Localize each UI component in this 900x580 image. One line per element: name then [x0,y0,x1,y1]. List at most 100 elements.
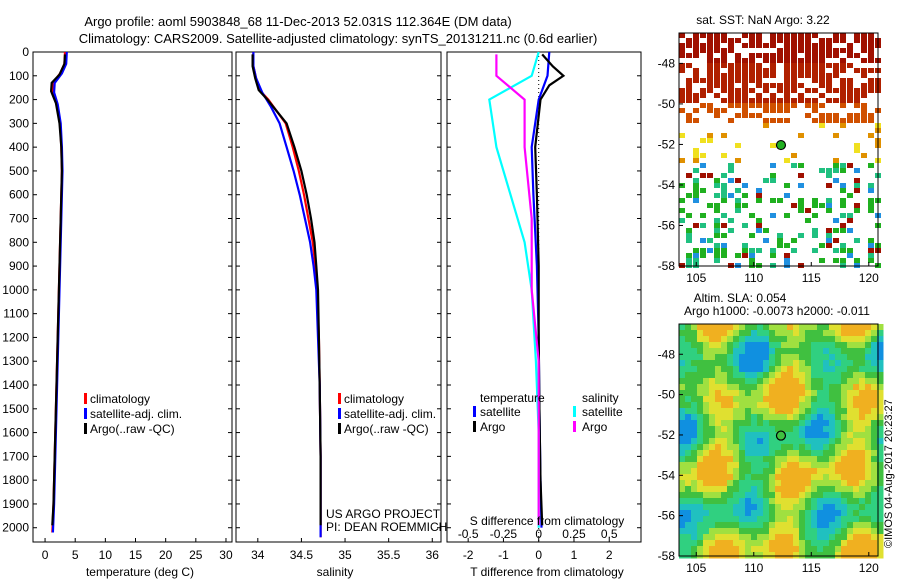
sst-cell [756,188,762,193]
sla-cell [835,456,842,463]
sst-cell [840,168,846,173]
x-tick-label: 34.5 [290,548,314,562]
sla-cell [817,456,824,463]
sst-cell [735,158,741,163]
sst-cell [679,98,685,103]
sla-cell [745,510,752,517]
sla-cell [805,366,812,373]
sla-cell [799,528,806,535]
sla-cell [721,510,728,517]
sst-cell [763,178,769,183]
sla-cell [733,396,740,403]
sla-cell [769,354,776,361]
sla-cell [691,396,698,403]
sst-cell [854,168,860,173]
sst-cell [763,68,769,73]
sla-cell [865,378,872,385]
sla-cell [805,360,812,367]
sla-cell [787,354,794,361]
sst-cell [812,33,818,38]
sst-cell [791,43,797,48]
sla-cell [757,522,764,529]
sla-cell [853,510,860,517]
sla-cell [679,324,686,331]
sla-cell [709,324,716,331]
sst-cell [840,83,846,88]
sst-cell [756,113,762,118]
sst-cell [770,38,776,43]
sla-cell [733,324,740,331]
lon-tick-label: 105 [686,561,706,575]
sla-cell [877,378,884,385]
sst-cell [728,78,734,83]
sla-cell [799,540,806,547]
sla-cell [847,546,854,553]
sst-cell [861,83,867,88]
sla-cell [811,492,818,499]
sla-cell [685,498,692,505]
sla-cell [877,354,884,361]
sst-cell [854,203,860,208]
sla-cell [733,336,740,343]
sst-cell [847,193,853,198]
sla-cell [691,474,698,481]
sla-cell [781,486,788,493]
sla-cell [715,528,722,535]
sla-cell [835,396,842,403]
sla-cell [787,492,794,499]
sla-cell [811,486,818,493]
sla-cell [871,330,878,337]
sst-cell [707,68,713,73]
sla-cell [685,510,692,517]
sla-cell [679,468,686,475]
sla-cell [847,516,854,523]
sla-cell [823,444,830,451]
sla-cell [811,390,818,397]
sla-cell [865,474,872,481]
sla-cell [799,534,806,541]
sla-cell [823,420,830,427]
sla-cell [769,540,776,547]
sst-cell [686,258,692,263]
sla-cell [847,462,854,469]
legend-t-argo-swatch [473,421,476,432]
sst-cell [742,203,748,208]
sla-cell [877,384,884,391]
sla-cell [805,408,812,415]
sla-cell [811,378,818,385]
sst-cell [854,208,860,213]
sla-cell [691,432,698,439]
sla-cell [769,486,776,493]
sla-cell [823,360,830,367]
sst-cell [679,43,685,48]
sla-cell [679,384,686,391]
sla-cell [727,432,734,439]
sst-cell [721,183,727,188]
sla-cell [697,426,704,433]
sst-cell [721,198,727,203]
sst-cell [763,83,769,88]
series-line-argo-raw-qc- [49,54,67,526]
depth-tick-label: 1900 [2,497,29,511]
sst-cell [777,48,783,53]
sla-cell [697,348,704,355]
sst-cell [714,203,720,208]
sst-cell [826,48,832,53]
sla-cell [793,438,800,445]
sst-cell [812,228,818,233]
sla-cell [739,510,746,517]
sst-cell [791,103,797,108]
sst-cell [805,68,811,73]
sst-cell [784,78,790,83]
sla-cell [787,390,794,397]
sst-cell [742,78,748,83]
sla-cell [871,504,878,511]
sla-cell [835,510,842,517]
sla-cell [865,492,872,499]
sla-cell [787,462,794,469]
sla-cell [859,546,866,553]
sst-cell [756,228,762,233]
sla-cell [715,408,722,415]
sst-cell [756,63,762,68]
sla-cell [811,324,818,331]
